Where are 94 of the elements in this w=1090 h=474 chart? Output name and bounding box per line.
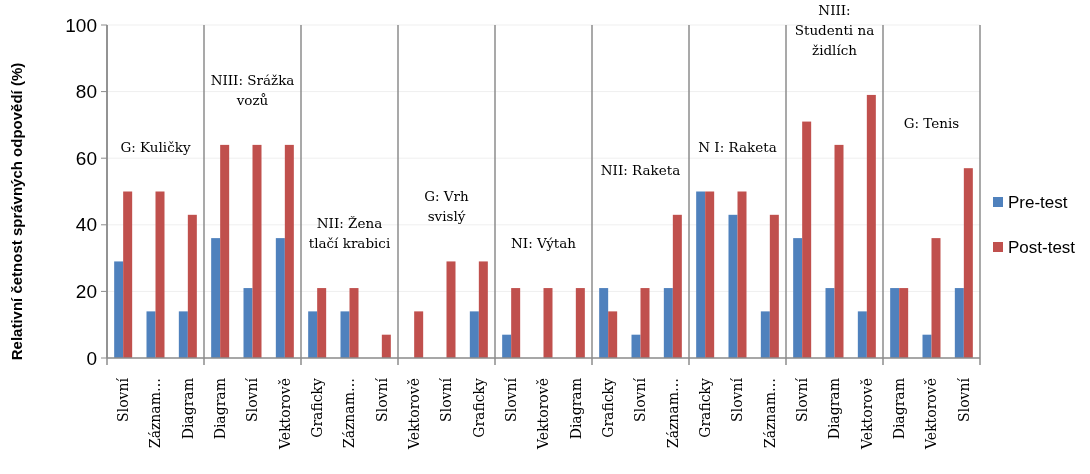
annotation: G: Kuličky xyxy=(120,138,191,155)
bar xyxy=(543,288,553,358)
x-tick-label: Vektorově xyxy=(535,378,552,450)
x-tick-label: Záznam… xyxy=(341,378,358,449)
bar xyxy=(478,261,488,358)
x-tick-label: Záznam… xyxy=(664,378,681,449)
x-tick-label: Vektorově xyxy=(858,378,875,450)
bar xyxy=(575,288,585,358)
bar xyxy=(963,168,973,358)
x-tick-label: Slovní xyxy=(503,377,520,422)
x-tick-label: Slovní xyxy=(244,377,261,422)
bar xyxy=(802,121,812,358)
bar xyxy=(308,311,318,358)
bar xyxy=(599,288,609,358)
bar xyxy=(178,311,188,358)
bar xyxy=(931,238,941,358)
bar xyxy=(502,334,512,358)
bar xyxy=(146,311,156,358)
x-tick-label: Diagram xyxy=(891,378,908,440)
annotation: NII: Raketa xyxy=(600,161,681,178)
bar xyxy=(672,214,682,358)
x-tick-label: Diagram xyxy=(826,378,843,440)
bar xyxy=(317,288,327,358)
x-tick-label: Graficky xyxy=(309,377,326,438)
bar xyxy=(123,191,133,358)
annotation: NIII: Studenti na židlích xyxy=(794,1,875,58)
bar xyxy=(663,288,673,358)
y-tick-label: 0 xyxy=(86,347,97,369)
bar xyxy=(631,334,641,358)
annotation: G: Tenis xyxy=(903,115,960,132)
x-tick-label: Slovní xyxy=(438,377,455,422)
x-tick-label: Diagram xyxy=(567,378,584,440)
bar xyxy=(608,311,618,358)
bar xyxy=(284,144,294,358)
bar xyxy=(187,214,197,358)
annotation: NII: Žena tlačí krabici xyxy=(308,215,391,252)
x-tick-label: Slovní xyxy=(729,377,746,422)
y-tick-label: 20 xyxy=(75,281,97,303)
bar xyxy=(469,311,479,358)
bar xyxy=(793,238,803,358)
x-tick-label: Slovní xyxy=(955,377,972,422)
bar xyxy=(760,311,770,358)
x-tick-label: Slovní xyxy=(115,377,132,422)
x-tick-label: Diagram xyxy=(212,378,229,440)
bar xyxy=(728,214,738,358)
x-tick-label: Záznam… xyxy=(147,378,164,449)
bar xyxy=(866,94,876,358)
bar xyxy=(954,288,964,358)
bar xyxy=(857,311,867,358)
bar xyxy=(825,288,835,358)
y-tick-label: 80 xyxy=(75,81,97,103)
x-tick-label: Vektorově xyxy=(276,378,293,450)
bar xyxy=(705,191,715,358)
bar xyxy=(114,261,124,358)
y-tick-label: 40 xyxy=(75,214,97,236)
bar xyxy=(155,191,165,358)
bar xyxy=(834,144,844,358)
bar xyxy=(737,191,747,358)
bar xyxy=(211,238,221,358)
bar xyxy=(243,288,253,358)
annotation: NI: Výtah xyxy=(511,235,577,252)
y-tick-label: 100 xyxy=(65,14,97,36)
bar xyxy=(696,191,706,358)
annotation: G: Vrh svislý xyxy=(424,188,470,225)
bar xyxy=(220,144,230,358)
x-tick-label: Záznam… xyxy=(761,378,778,449)
bar xyxy=(769,214,779,358)
x-tick-label: Vektorově xyxy=(406,378,423,450)
bar xyxy=(349,288,359,358)
bar xyxy=(511,288,521,358)
x-tick-label: Graficky xyxy=(697,377,714,438)
bar xyxy=(640,288,650,358)
bar xyxy=(899,288,909,358)
bar xyxy=(414,311,424,358)
x-tick-label: Graficky xyxy=(600,377,617,438)
bar xyxy=(446,261,456,358)
x-tick-label: Graficky xyxy=(470,377,487,438)
bar xyxy=(275,238,285,358)
bar xyxy=(381,334,391,358)
legend-label: Pre-test xyxy=(1008,192,1068,212)
y-axis-title: Relativní četnost správných odpovědí (%) xyxy=(8,62,25,361)
x-tick-label: Diagram xyxy=(179,378,196,440)
bar xyxy=(890,288,900,358)
legend-label: Post-test xyxy=(1008,237,1076,257)
bar xyxy=(922,334,932,358)
annotation: N I: Raketa xyxy=(698,138,777,155)
x-tick-label: Vektorově xyxy=(923,378,940,450)
bar xyxy=(252,144,262,358)
bar xyxy=(340,311,350,358)
x-tick-label: Slovní xyxy=(373,377,390,422)
x-tick-label: Slovní xyxy=(632,377,649,422)
annotation: NIII: Srážka vozů xyxy=(210,71,295,108)
x-tick-label: Slovní xyxy=(794,377,811,422)
y-tick-label: 60 xyxy=(75,147,97,169)
